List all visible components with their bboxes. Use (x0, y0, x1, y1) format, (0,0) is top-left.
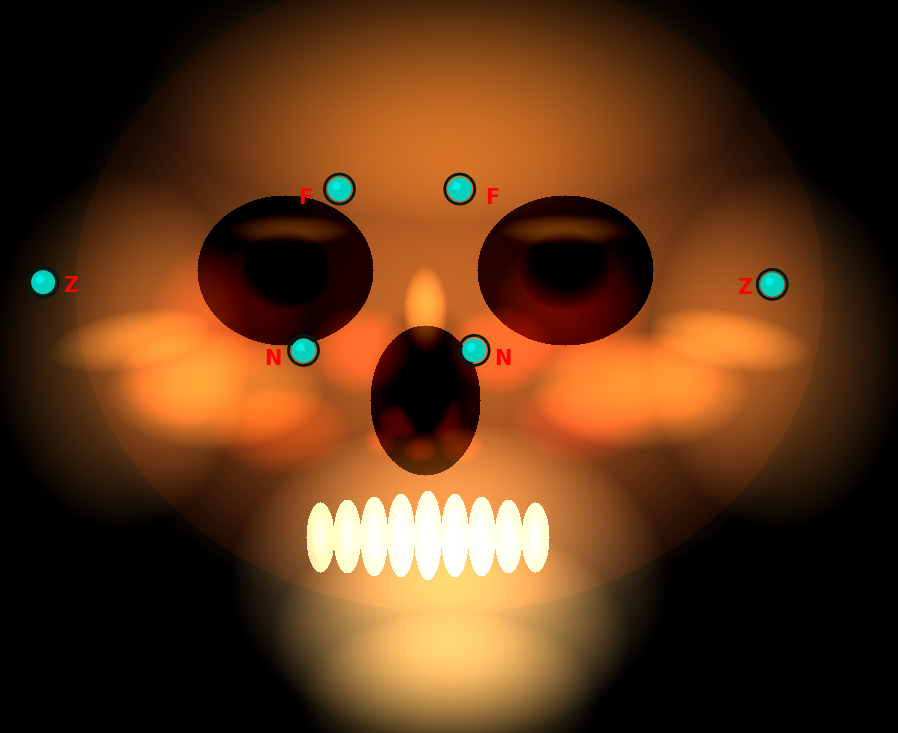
Circle shape (36, 275, 44, 284)
Circle shape (467, 343, 475, 352)
Text: F: F (485, 188, 499, 208)
Circle shape (328, 177, 351, 201)
Circle shape (292, 339, 315, 362)
Circle shape (332, 182, 340, 191)
Circle shape (453, 182, 461, 191)
Circle shape (765, 277, 773, 286)
Text: Z: Z (737, 278, 753, 298)
Text: F: F (298, 188, 313, 208)
Text: Z: Z (63, 276, 78, 296)
Text: N: N (494, 349, 511, 369)
Circle shape (462, 339, 486, 362)
Text: N: N (265, 349, 282, 369)
Circle shape (296, 343, 304, 352)
Circle shape (761, 273, 784, 296)
Circle shape (31, 270, 55, 294)
Circle shape (448, 177, 471, 201)
